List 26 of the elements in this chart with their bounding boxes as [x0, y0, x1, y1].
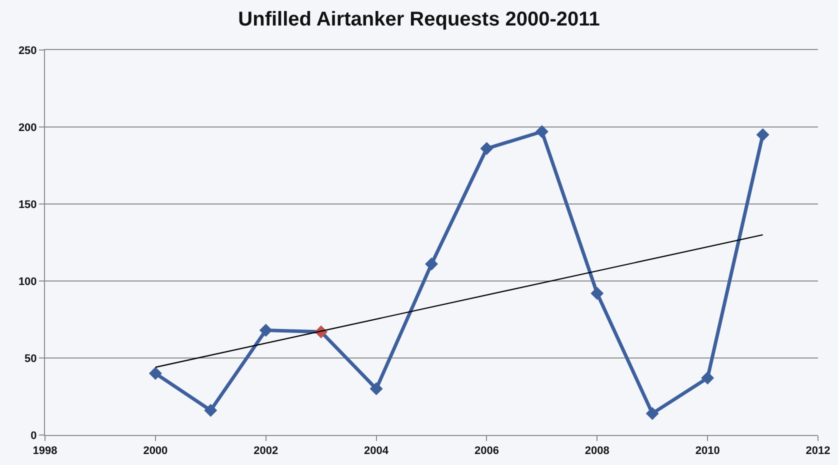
x-tick-label: 2000: [143, 445, 168, 458]
y-tick-label: 50: [24, 352, 37, 365]
point: [480, 142, 494, 156]
point: [370, 382, 383, 396]
x-tick-label: 2002: [254, 445, 278, 458]
point: [646, 406, 659, 420]
point: [204, 404, 218, 417]
point: [148, 366, 162, 380]
point: [425, 258, 438, 271]
y-tick-label: 0: [30, 430, 37, 442]
point: [535, 125, 548, 138]
y-tick-label: 100: [18, 276, 37, 288]
point: [590, 286, 604, 300]
x-tick-label: 2004: [364, 445, 390, 458]
y-tick-label: 250: [18, 44, 37, 57]
x-tick-label: 2010: [695, 445, 720, 458]
chart-title: Unfilled Airtanker Requests 2000-2011: [238, 8, 600, 31]
point: [259, 324, 272, 337]
x-tick-label: 2008: [584, 445, 610, 458]
x-tick-label: 2012: [806, 445, 830, 458]
x-tick-label: 1998: [32, 445, 58, 458]
y-tick-label: 200: [18, 122, 37, 134]
y-tick-label: 150: [18, 198, 37, 211]
point: [756, 128, 770, 142]
x-tick-label: 2006: [474, 445, 499, 458]
point: [701, 372, 714, 385]
